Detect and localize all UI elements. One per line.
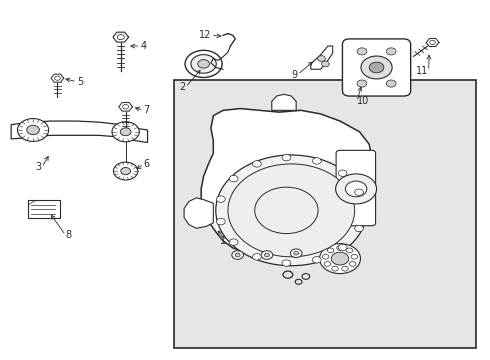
Circle shape (386, 80, 396, 87)
Circle shape (318, 56, 325, 62)
Circle shape (216, 155, 367, 266)
Circle shape (252, 161, 261, 167)
Text: 4: 4 (140, 41, 147, 51)
Text: 6: 6 (144, 159, 150, 169)
Circle shape (18, 118, 49, 141)
Circle shape (232, 251, 244, 259)
Polygon shape (11, 121, 147, 143)
Circle shape (324, 262, 331, 266)
Bar (28, 201, 60, 217)
Polygon shape (201, 109, 372, 257)
Circle shape (346, 248, 353, 253)
Circle shape (191, 55, 216, 73)
Circle shape (327, 248, 334, 253)
Circle shape (252, 254, 261, 260)
Polygon shape (426, 39, 439, 46)
Circle shape (342, 266, 348, 271)
Circle shape (332, 266, 338, 271)
Circle shape (369, 62, 384, 73)
Text: 5: 5 (77, 77, 83, 87)
Circle shape (338, 244, 347, 251)
Polygon shape (311, 46, 333, 69)
Circle shape (114, 162, 138, 180)
Circle shape (229, 175, 238, 182)
Circle shape (185, 50, 222, 77)
Circle shape (294, 251, 298, 255)
Circle shape (336, 174, 376, 204)
Circle shape (245, 180, 328, 241)
Circle shape (255, 187, 318, 234)
Circle shape (282, 260, 291, 266)
Circle shape (313, 158, 321, 164)
Circle shape (361, 56, 392, 79)
Polygon shape (51, 74, 64, 82)
Circle shape (337, 246, 343, 250)
Circle shape (120, 128, 131, 136)
Circle shape (351, 254, 358, 259)
Bar (174, 80, 476, 348)
Text: 10: 10 (357, 96, 369, 107)
Circle shape (282, 154, 291, 161)
Text: 2: 2 (179, 82, 186, 92)
Circle shape (228, 164, 355, 257)
Circle shape (261, 251, 273, 259)
Text: 7: 7 (144, 105, 150, 115)
Text: 11: 11 (416, 66, 429, 76)
Circle shape (355, 225, 364, 232)
Circle shape (345, 181, 367, 197)
Circle shape (229, 239, 238, 245)
Circle shape (349, 262, 356, 266)
FancyBboxPatch shape (336, 150, 375, 226)
Circle shape (112, 122, 139, 142)
Circle shape (313, 257, 321, 263)
Circle shape (357, 80, 367, 87)
Circle shape (321, 61, 329, 67)
Circle shape (322, 254, 329, 259)
Circle shape (217, 219, 225, 225)
Circle shape (235, 253, 240, 257)
Circle shape (357, 48, 367, 55)
Text: 9: 9 (292, 69, 297, 80)
Text: 12: 12 (198, 30, 211, 40)
Polygon shape (272, 94, 296, 111)
Polygon shape (113, 32, 128, 42)
Circle shape (217, 196, 225, 202)
Text: 8: 8 (66, 230, 72, 240)
Circle shape (290, 249, 302, 257)
Circle shape (319, 244, 361, 274)
Circle shape (121, 167, 130, 175)
Circle shape (27, 125, 39, 135)
Text: 1: 1 (220, 236, 226, 246)
Text: 3: 3 (36, 162, 42, 172)
Circle shape (198, 60, 209, 68)
Polygon shape (119, 103, 132, 111)
Circle shape (338, 170, 347, 176)
Polygon shape (184, 198, 213, 228)
FancyBboxPatch shape (343, 39, 411, 96)
Circle shape (265, 253, 270, 257)
Circle shape (331, 252, 349, 265)
Circle shape (355, 189, 364, 195)
Circle shape (386, 48, 396, 55)
